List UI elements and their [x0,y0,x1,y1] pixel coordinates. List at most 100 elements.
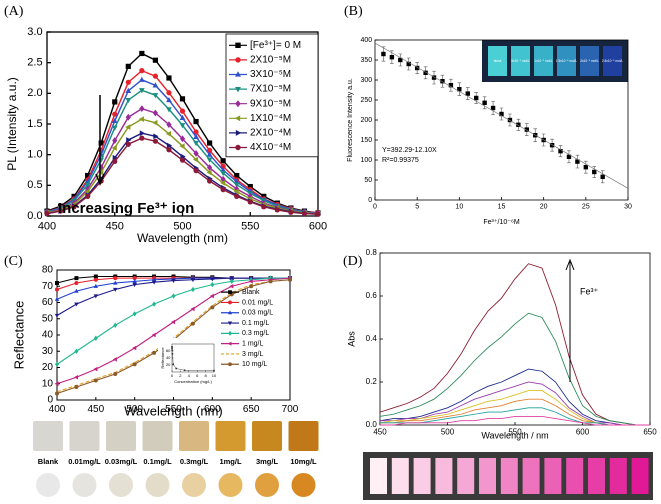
data-marker [234,193,240,199]
data-marker [210,282,215,288]
sample-label: 0.3mg/L [180,457,209,466]
x-tick-label: 15 [498,203,506,210]
data-marker [57,208,64,214]
sample-photo [106,421,136,451]
y-tick-label: 0.8 [366,248,378,257]
sample-photo [69,421,100,451]
y-tick-label: 40 [166,355,171,360]
data-marker [190,321,195,326]
data-marker [229,278,234,284]
sample-label: 0.1mg/L [143,457,172,466]
x-tick-label: 30 [624,203,632,210]
data-marker [151,280,157,285]
series-line [379,263,650,426]
data-marker [93,294,99,299]
data-marker [209,293,214,299]
legend-marker [235,129,242,136]
y-tick-label: 0.0 [366,420,378,429]
data-marker [112,99,118,105]
x-tick-label: 650 [643,428,657,437]
x-tick-label: 500 [173,220,191,232]
data-marker [179,143,185,149]
y-tick-label: 3.0 [27,26,42,38]
x-tick-label: 4 [188,373,191,378]
data-marker [190,306,195,312]
data-marker [138,76,145,82]
sample-spot [218,473,243,497]
legend-label: Blank [242,289,260,296]
x-axis-label: Wavelength (nm) [137,231,228,245]
data-marker [193,118,199,125]
data-marker [389,55,395,60]
y-tick-label: 2.5 [27,57,42,69]
sample-photo [288,421,319,451]
data-marker [233,182,240,188]
data-marker [139,105,145,113]
sample-photo [252,421,282,451]
legend-marker [228,290,232,295]
data-marker [179,96,186,102]
legend-marker [228,330,232,336]
data-marker [183,369,186,372]
data-marker [152,93,159,99]
x-tick-label: 600 [204,404,221,415]
data-marker [171,346,173,348]
data-marker [125,79,131,85]
data-marker [229,276,234,281]
data-marker [171,293,176,299]
data-marker [138,116,144,122]
data-marker [193,150,199,157]
data-marker [74,302,79,307]
x-tick-label: 20 [540,203,548,210]
sample-label: 0.01mg/L [68,457,101,466]
strip-well [435,458,453,494]
x-tick-label: 5 [415,203,419,210]
legend-label: 0.3 mg/L [242,330,269,337]
data-marker [233,188,239,195]
data-marker [566,154,572,159]
sample-label: 3mg/L [256,457,279,466]
data-marker [465,91,470,96]
y-tick-label: 1.0 [27,149,42,161]
data-marker [125,141,131,147]
legend-marker [227,321,233,326]
legend-label: 0.1 mg/L [242,320,269,327]
vial [603,46,622,76]
x-tick-label: 450 [106,220,124,232]
data-marker [193,140,199,147]
data-marker [179,108,186,114]
data-marker [111,145,117,151]
sample-photo [215,421,246,451]
legend-marker [235,42,241,48]
x-axis-label: Concentration (mg/L) [174,379,212,384]
y-tick-label: 200 [361,117,373,124]
y-tick-label: 20 [42,362,54,373]
data-marker [55,287,59,292]
vial-label: 5x10⁻⁶ mol/L [511,59,530,63]
sample-spot [145,473,170,497]
data-marker [111,125,118,131]
data-marker [54,381,59,386]
data-marker [193,129,199,135]
data-marker [193,133,199,139]
sample-photo [33,421,63,451]
data-marker [190,286,195,293]
data-marker [575,159,580,164]
data-marker [138,88,145,94]
sample-label: 10mg/L [290,457,317,466]
y-tick-label: 30 [42,346,54,357]
data-marker [55,361,59,367]
data-marker [113,280,118,285]
data-marker [210,277,215,282]
series-line [380,407,650,426]
x-tick-label: 600 [576,428,590,437]
sample-label: 0.03mg/L [105,457,138,466]
data-marker [248,279,253,284]
y-axis-label: PL (Intensity a.u.) [5,77,19,171]
data-marker [274,207,280,213]
x-axis-label: Wavelength / nm [481,430,548,440]
legend-box [225,33,319,158]
data-marker [171,319,176,325]
data-marker [112,357,117,362]
